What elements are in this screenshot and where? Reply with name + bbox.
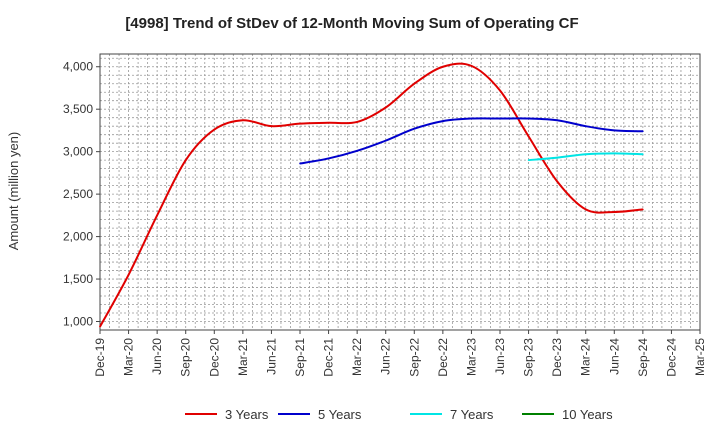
x-tick-label: Dec-19 <box>93 338 107 377</box>
plot-frame <box>99 53 701 331</box>
data-point <box>499 89 501 92</box>
data-point <box>527 117 530 120</box>
data-point <box>556 119 558 122</box>
data-point <box>556 180 558 183</box>
x-tick-label: Sep-22 <box>407 338 421 377</box>
data-point <box>527 159 530 161</box>
x-tick-label: Jun-24 <box>607 338 621 375</box>
data-point <box>99 325 101 328</box>
legend: 3 Years 5 Years 7 Years 10 Years <box>185 407 613 422</box>
data-point <box>613 129 616 132</box>
data-point <box>442 120 444 122</box>
data-point <box>584 153 587 156</box>
y-tick-label: 2,500 <box>63 187 93 201</box>
legend-item: 5 Years <box>278 407 362 422</box>
data-point <box>613 211 616 213</box>
data-point <box>527 135 530 138</box>
legend-item: 3 Years <box>185 407 269 422</box>
data-point <box>642 153 644 156</box>
x-tick-label: Sep-21 <box>293 338 307 377</box>
y-tick-label: 3,500 <box>63 102 93 116</box>
x-tick-label: Sep-23 <box>522 338 536 377</box>
data-point <box>470 65 473 67</box>
y-tick-label: 1,500 <box>63 272 93 286</box>
x-tick-label: Mar-24 <box>579 338 593 376</box>
x-tick-label: Mar-20 <box>122 338 136 376</box>
series-3 <box>527 152 644 162</box>
x-tick-label: Sep-20 <box>179 338 193 377</box>
data-point <box>584 208 587 211</box>
data-point <box>584 125 587 127</box>
legend-label: 3 Years <box>225 407 269 422</box>
data-point <box>184 159 187 161</box>
data-point <box>613 152 616 155</box>
y-tick-label: 3,000 <box>63 145 93 159</box>
data-point <box>127 274 130 276</box>
data-point <box>327 157 330 160</box>
y-tick-label: 4,000 <box>63 60 93 74</box>
data-point <box>413 127 416 130</box>
x-tick-label: Sep-24 <box>636 338 650 377</box>
x-tick-label: Dec-22 <box>436 338 450 377</box>
x-tick-label: Jun-22 <box>379 338 393 375</box>
data-point <box>270 125 273 127</box>
y-tick-label: 2,000 <box>63 230 93 244</box>
y-tick-label: 1,000 <box>63 315 93 329</box>
chart-title: [4998] Trend of StDev of 12-Month Moving… <box>125 15 578 32</box>
data-point <box>299 122 301 125</box>
series-line <box>299 117 643 165</box>
x-tick-label: Dec-23 <box>550 338 564 377</box>
plot-area: 1,000 1,500 2,000 2,500 3,000 3,500 4,000 Dec-1… <box>63 53 707 377</box>
data-point <box>442 65 444 68</box>
data-point <box>327 121 330 124</box>
data-point <box>384 139 387 142</box>
x-tick-label: Jun-21 <box>264 338 278 375</box>
data-point <box>499 117 501 120</box>
series-1 <box>99 62 644 328</box>
data-point <box>470 117 473 120</box>
data-point <box>356 150 358 152</box>
x-tick-label: Dec-24 <box>664 338 678 377</box>
legend-label: 5 Years <box>318 407 362 422</box>
series-2 <box>299 117 644 165</box>
x-tick-label: Mar-25 <box>693 338 707 376</box>
data-point <box>356 121 358 123</box>
x-tick-label: Dec-21 <box>322 338 336 377</box>
x-tick-label: Dec-20 <box>207 338 221 377</box>
data-point <box>213 128 216 131</box>
legend-item: 7 Years <box>410 407 494 422</box>
x-tick-label: Mar-21 <box>236 338 250 376</box>
data-point <box>642 208 644 211</box>
legend-item: 10 Years <box>522 407 613 422</box>
y-axis-label: Amount (million yen) <box>6 132 21 251</box>
data-point <box>384 106 387 109</box>
x-tick-label: Mar-23 <box>464 338 478 376</box>
legend-label: 10 Years <box>562 407 613 422</box>
data-point <box>642 130 644 133</box>
data-point <box>556 156 558 159</box>
data-point <box>299 162 301 165</box>
data-point <box>156 214 158 217</box>
data-point <box>242 119 244 122</box>
data-point <box>413 82 416 85</box>
x-tick-label: Mar-22 <box>350 338 364 376</box>
x-tick-label: Jun-20 <box>150 338 164 375</box>
legend-label: 7 Years <box>450 407 494 422</box>
x-tick-label: Jun-23 <box>493 338 507 375</box>
